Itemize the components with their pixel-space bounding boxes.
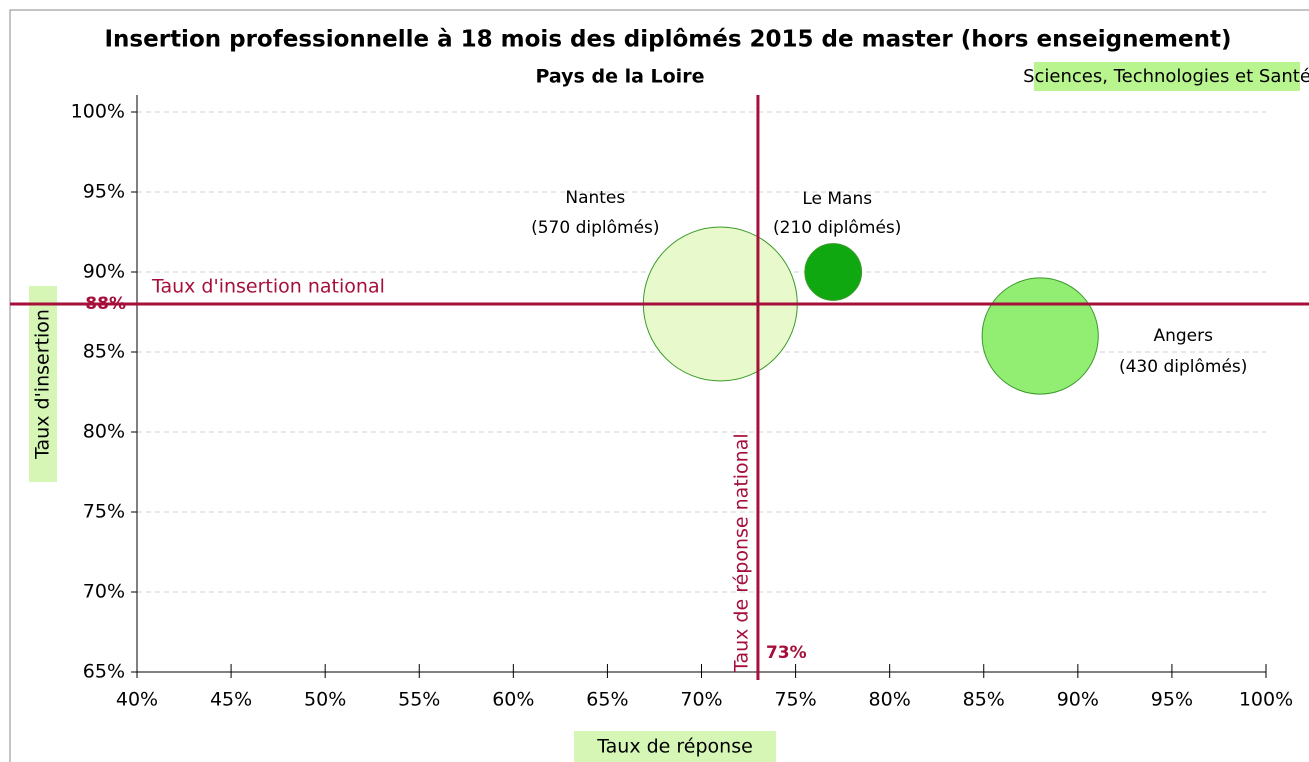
y-tick-label: 100% [71, 101, 125, 123]
x-label-bg [574, 731, 776, 762]
y-tick-label: 85% [83, 341, 125, 363]
x-tick-label: 50% [304, 689, 346, 711]
bubble-name: Le Mans [802, 189, 872, 209]
reference-value: 88% [85, 294, 126, 314]
y-tick-label: 90% [83, 261, 125, 283]
x-axis-label: Taux de réponse [596, 736, 753, 758]
y-tick-label: 75% [83, 501, 125, 523]
y-tick-label: 95% [83, 181, 125, 203]
y-tick-label: 70% [83, 581, 125, 603]
chart-subtitle: Pays de la Loire [536, 66, 705, 88]
x-tick-label: 100% [1239, 689, 1293, 711]
x-tick-label: 60% [492, 689, 534, 711]
reference-name: Taux d'insertion national [151, 276, 385, 298]
bubble-size-label: (430 diplômés) [1119, 357, 1247, 377]
bubble [981, 277, 1099, 395]
bubble-size-label: (570 diplômés) [531, 218, 659, 238]
x-tick-label: 90% [1057, 689, 1099, 711]
y-tick-label: 80% [83, 421, 125, 443]
x-tick-label: 85% [963, 689, 1005, 711]
x-tick-label: 70% [680, 689, 722, 711]
x-tick-label: 75% [774, 689, 816, 711]
y-axis-label: Taux d'insertion [32, 309, 54, 460]
y-label-bg [29, 286, 57, 482]
bubble-name: Angers [1153, 326, 1213, 346]
annotation-bg [1034, 62, 1300, 91]
x-tick-label: 65% [586, 689, 628, 711]
x-tick-label: 40% [116, 689, 158, 711]
x-tick-label: 95% [1151, 689, 1193, 711]
bubble-name: Nantes [565, 188, 625, 208]
bubble [804, 243, 863, 301]
reference-name: Taux de réponse national [730, 433, 752, 673]
chart-title: Insertion professionnelle à 18 mois des … [105, 27, 1232, 53]
chart-frame [9, 9, 1309, 762]
reference-value: 73% [766, 643, 807, 663]
y-tick-label: 65% [83, 661, 125, 683]
annotation: Sciences, Technologies et Santé [1023, 66, 1309, 87]
x-tick-label: 55% [398, 689, 440, 711]
x-tick-label: 45% [210, 689, 252, 711]
x-tick-label: 80% [869, 689, 911, 711]
bubble-size-label: (210 diplômés) [773, 218, 901, 238]
